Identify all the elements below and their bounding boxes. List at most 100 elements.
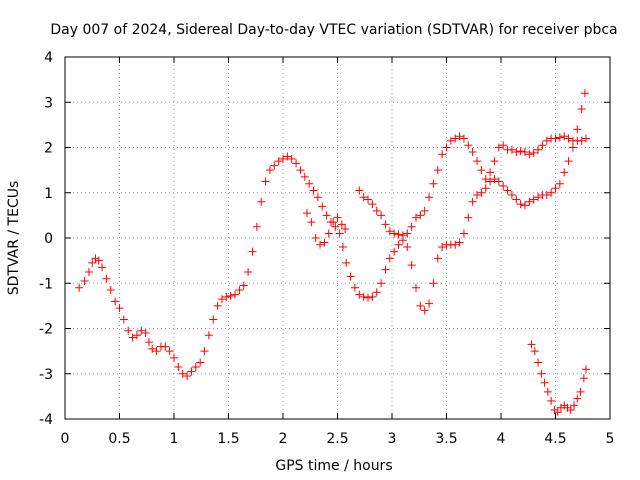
data-point-marker	[106, 286, 115, 295]
data-point-marker	[494, 177, 503, 186]
data-point-marker	[407, 222, 416, 231]
data-point-marker	[473, 157, 482, 166]
data-point-marker	[141, 329, 150, 338]
data-point-marker	[577, 105, 586, 114]
x-tick-label: 1	[170, 431, 179, 447]
y-tick-label: 0	[44, 231, 53, 247]
y-tick-label: 2	[44, 141, 53, 157]
data-point-marker	[270, 161, 279, 170]
data-point-marker	[144, 338, 153, 347]
data-point-marker	[381, 265, 390, 274]
y-tick-label: -4	[39, 412, 53, 428]
data-point-marker	[573, 394, 582, 403]
x-tick-label: 2.5	[326, 431, 348, 447]
data-point-marker	[244, 267, 253, 276]
data-point-marker	[84, 267, 93, 276]
data-point-marker	[377, 211, 386, 220]
data-point-marker	[324, 229, 333, 238]
data-point-marker	[283, 152, 292, 161]
data-point-marker	[464, 141, 473, 150]
data-point-marker	[486, 168, 495, 177]
data-point-marker	[416, 211, 425, 220]
data-point-marker	[568, 143, 577, 152]
data-point-marker	[486, 177, 495, 186]
data-point-marker	[209, 315, 218, 324]
data-point-marker	[429, 179, 438, 188]
data-point-marker	[530, 347, 539, 356]
x-tick-label: 4	[497, 431, 506, 447]
data-point-marker	[512, 148, 521, 157]
data-point-marker	[94, 256, 103, 265]
data-point-marker	[320, 238, 329, 247]
data-point-marker	[577, 136, 586, 145]
data-point-marker	[165, 347, 174, 356]
y-tick-label: -2	[39, 322, 53, 338]
data-point-marker	[274, 157, 283, 166]
data-point-marker	[411, 283, 420, 292]
x-tick-label: 1.5	[217, 431, 239, 447]
data-point-marker	[132, 331, 141, 340]
data-point-marker	[342, 258, 351, 267]
data-point-marker	[248, 247, 257, 256]
data-point-marker	[555, 133, 564, 142]
y-axis-title: SDTVAR / TECUs	[6, 181, 22, 296]
data-point-marker	[540, 378, 549, 387]
data-point-marker	[187, 367, 196, 376]
x-tick-label: 0	[61, 431, 70, 447]
data-point-marker	[494, 143, 503, 152]
data-point-marker	[407, 261, 416, 270]
data-point-marker	[529, 148, 538, 157]
data-point-marker	[455, 132, 464, 141]
data-point-marker	[442, 143, 451, 152]
grid-lines	[65, 57, 610, 419]
x-tick-label: 4.5	[544, 431, 566, 447]
data-point-marker	[459, 134, 468, 143]
data-point-marker	[372, 288, 381, 297]
data-point-marker	[231, 290, 240, 299]
data-point-marker	[338, 243, 347, 252]
data-point-marker	[337, 220, 346, 229]
x-axis-title: GPS time / hours	[275, 458, 392, 474]
data-point-marker	[265, 166, 274, 175]
data-point-marker	[553, 408, 562, 417]
data-point-marker	[516, 200, 525, 209]
data-point-marker	[307, 218, 316, 227]
data-point-marker	[75, 283, 84, 292]
data-point-marker	[446, 136, 455, 145]
data-point-marker	[137, 326, 146, 335]
data-point-marker	[372, 206, 381, 215]
data-point-marker	[381, 220, 390, 229]
data-point-marker	[580, 89, 589, 98]
data-point-marker	[364, 195, 373, 204]
data-point-marker	[394, 230, 403, 239]
y-tick-label: 4	[44, 50, 53, 66]
x-tick-label: 3.5	[435, 431, 457, 447]
data-point-marker	[279, 154, 287, 163]
data-point-marker	[261, 177, 270, 186]
data-point-marker	[364, 293, 373, 302]
data-point-marker	[538, 141, 547, 150]
data-point-marker	[390, 247, 399, 256]
data-point-marker	[196, 358, 205, 367]
data-point-marker	[178, 369, 187, 378]
y-tick-label: -1	[39, 276, 53, 292]
data-point-marker	[560, 168, 569, 177]
data-point-marker	[564, 134, 573, 143]
data-point-marker	[534, 193, 543, 202]
data-point-marker	[451, 240, 460, 249]
data-point-marker	[318, 202, 327, 211]
data-point-marker	[335, 229, 344, 238]
data-point-marker	[473, 191, 482, 200]
data-point-marker	[161, 342, 170, 351]
data-point-marker	[560, 132, 569, 141]
data-point-marker	[222, 292, 231, 301]
data-point-marker	[527, 340, 536, 349]
data-point-marker	[438, 150, 447, 159]
data-point-marker	[551, 184, 560, 193]
data-point-marker	[322, 211, 331, 220]
data-point-marker	[555, 179, 564, 188]
data-point-marker	[468, 148, 477, 157]
series-track-a	[75, 89, 589, 381]
data-point-marker	[170, 353, 178, 362]
